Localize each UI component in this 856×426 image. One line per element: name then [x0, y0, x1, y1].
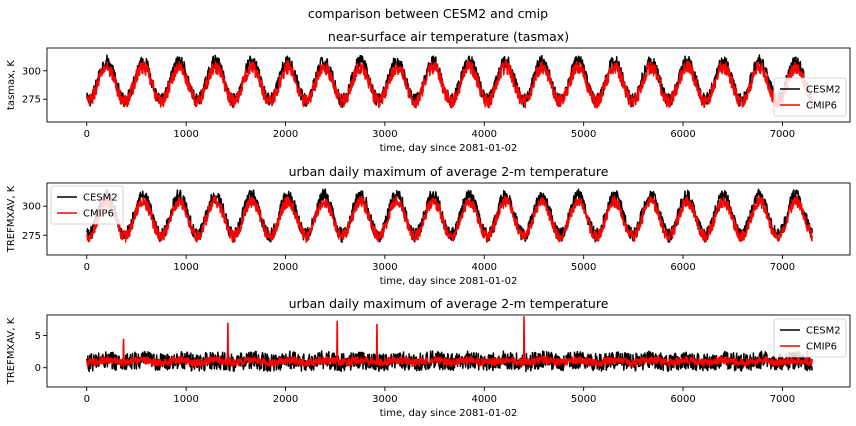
x-tick-label: 1000	[173, 129, 198, 140]
legend: CESM2 CMIP6	[773, 77, 847, 117]
x-tick-label: 0	[84, 394, 90, 405]
chart-title: urban daily maximum of average 2-m tempe…	[289, 296, 609, 311]
axes-frame	[46, 182, 851, 256]
legend-label-cmip6: CMIP6	[806, 342, 837, 353]
y-tick-label: 0	[35, 363, 41, 374]
axes-frame	[46, 47, 851, 123]
series-line-cmip6	[86, 195, 813, 243]
legend: CESM2 CMIP6	[773, 318, 847, 358]
x-tick-label: 2000	[273, 129, 298, 140]
x-tick-label: 0	[84, 129, 90, 140]
x-tick-label: 4000	[472, 129, 497, 140]
y-tick-label: 300	[22, 66, 41, 77]
x-tick-label: 6000	[670, 394, 695, 405]
y-axis-label: TREFMXAV, K	[6, 185, 17, 253]
series-spike-cmip6	[122, 338, 125, 362]
chart-panel-2: urban daily maximum of average 2-m tempe…	[6, 164, 851, 287]
legend: CESM2 CMIP6	[50, 185, 124, 225]
x-tick-label: 5000	[571, 129, 596, 140]
figure-suptitle: comparison between CESM2 and cmip	[308, 6, 548, 21]
legend-box	[773, 318, 847, 358]
plot-area	[86, 54, 813, 109]
x-tick-label: 7000	[770, 394, 795, 405]
x-tick-label: 5000	[571, 262, 596, 273]
chart-title: urban daily maximum of average 2-m tempe…	[289, 164, 609, 179]
series-line-cmip6	[86, 355, 813, 368]
x-tick-label: 4000	[472, 262, 497, 273]
x-tick-label: 7000	[770, 129, 795, 140]
x-tick-label: 6000	[670, 129, 695, 140]
y-axis-label: tasmax, K	[6, 60, 17, 110]
chart-panel-3: urban daily maximum of average 2-m tempe…	[6, 296, 851, 419]
y-tick-label: 300	[22, 202, 41, 213]
x-tick-label: 3000	[372, 394, 397, 405]
x-tick-label: 2000	[273, 394, 298, 405]
x-axis-label: time, day since 2081-01-02	[380, 143, 518, 154]
x-tick-label: 6000	[670, 262, 695, 273]
legend-label-cesm2: CESM2	[83, 193, 118, 204]
x-tick-label: 3000	[372, 262, 397, 273]
axes-frame	[46, 314, 851, 388]
series-spike-cmip6	[522, 316, 526, 362]
legend-label-cesm2: CESM2	[806, 85, 841, 96]
series-spike-cmip6	[226, 322, 230, 362]
chart-title: near-surface air temperature (tasmax)	[328, 29, 569, 44]
x-tick-label: 3000	[372, 129, 397, 140]
series-line-cmip6	[86, 60, 813, 109]
x-tick-label: 4000	[472, 394, 497, 405]
legend-label-cesm2: CESM2	[806, 326, 841, 337]
y-tick-label: 5	[35, 331, 41, 342]
x-axis-label: time, day since 2081-01-02	[380, 276, 518, 287]
x-tick-label: 2000	[273, 262, 298, 273]
plot-area	[86, 316, 813, 373]
legend-label-cmip6: CMIP6	[806, 101, 837, 112]
plot-area	[86, 188, 813, 243]
series-spike-cmip6	[375, 323, 379, 362]
x-tick-label: 1000	[173, 262, 198, 273]
legend-label-cmip6: CMIP6	[83, 209, 114, 220]
x-tick-label: 1000	[173, 394, 198, 405]
legend-box	[50, 185, 124, 225]
x-tick-label: 7000	[770, 262, 795, 273]
y-tick-label: 275	[22, 95, 41, 106]
chart-panel-1: near-surface air temperature (tasmax) 0 10…	[6, 29, 851, 154]
legend-box	[773, 77, 847, 117]
x-axis-label: time, day since 2081-01-02	[380, 408, 518, 419]
x-tick-label: 0	[84, 262, 90, 273]
x-tick-label: 5000	[571, 394, 596, 405]
y-axis-label: TREFMXAV, K	[6, 317, 17, 385]
y-tick-label: 275	[22, 231, 41, 242]
series-spike-cmip6	[335, 320, 339, 362]
